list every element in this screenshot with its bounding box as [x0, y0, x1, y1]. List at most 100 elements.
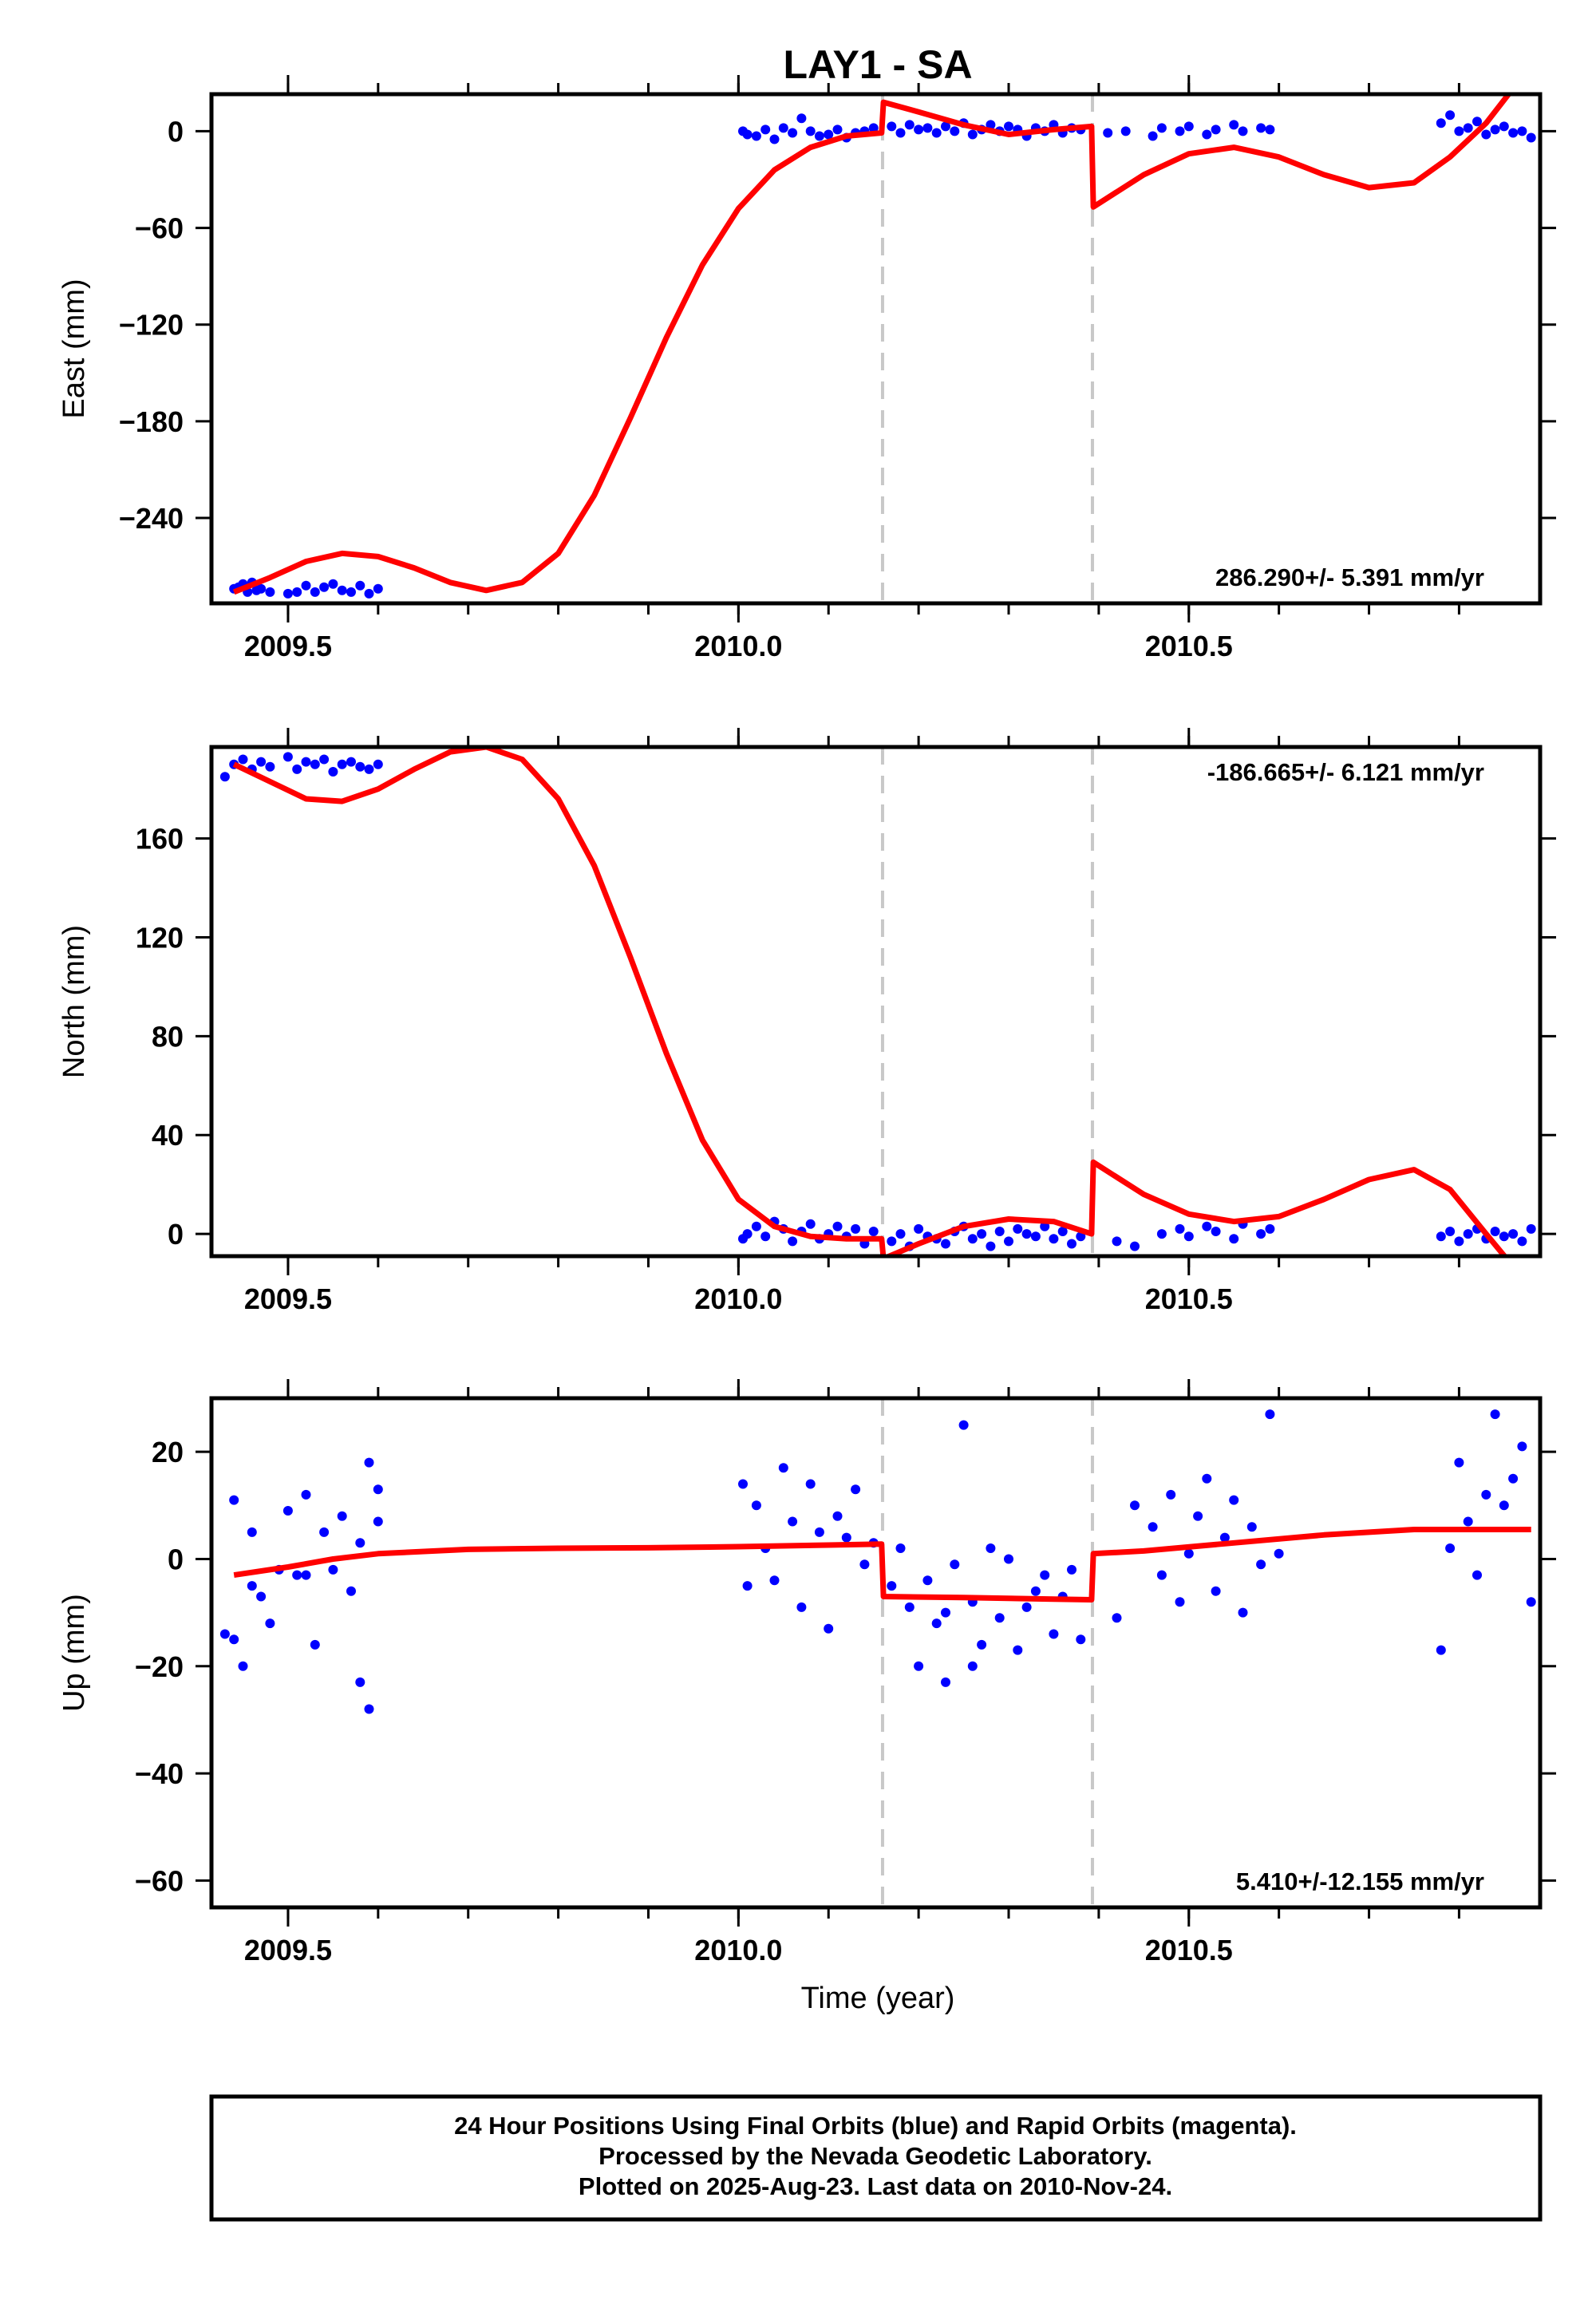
x-tick-label: 2009.5: [244, 1934, 332, 1966]
data-point: [1067, 1239, 1077, 1249]
data-point: [219, 1629, 230, 1639]
data-point: [950, 1559, 960, 1570]
data-point: [895, 1543, 906, 1553]
data-point: [742, 129, 753, 140]
data-point: [1175, 126, 1185, 136]
data-point: [1256, 1229, 1266, 1239]
data-point: [265, 1618, 275, 1629]
data-point: [788, 1516, 798, 1527]
data-point: [238, 1661, 248, 1671]
x-tick-label: 2010.5: [1145, 1282, 1233, 1315]
data-point: [1526, 132, 1536, 143]
data-point: [1156, 1570, 1167, 1580]
data-point: [760, 124, 771, 135]
data-point: [1156, 123, 1167, 133]
data-point: [967, 129, 978, 140]
y-tick-label: 0: [168, 1218, 184, 1251]
data-point: [796, 1602, 807, 1612]
data-point: [751, 1221, 761, 1231]
data-point: [1202, 1473, 1212, 1484]
rate-annotation: 286.290+/- 5.391 mm/yr: [1215, 563, 1484, 591]
data-point: [310, 1639, 320, 1650]
data-point: [1490, 1409, 1500, 1420]
data-point: [1166, 1489, 1176, 1500]
data-point: [1030, 1231, 1041, 1242]
data-point: [238, 754, 248, 765]
data-point: [282, 1506, 293, 1516]
plot-frame: [209, 745, 1543, 1259]
data-point: [1517, 1441, 1527, 1452]
data-point: [1229, 1495, 1239, 1505]
data-point: [292, 1570, 302, 1580]
data-point: [1274, 1548, 1284, 1559]
data-point: [967, 1234, 978, 1244]
data-point: [1175, 1597, 1185, 1607]
y-tick-label: 80: [152, 1020, 184, 1053]
data-point: [1049, 1234, 1059, 1244]
data-point: [1021, 1602, 1032, 1612]
data-point: [986, 120, 996, 130]
data-point: [832, 124, 843, 135]
data-point: [1013, 1645, 1023, 1655]
y-axis-label: Up (mm): [57, 1594, 91, 1712]
data-point: [1463, 1516, 1473, 1527]
data-point: [914, 1223, 924, 1234]
data-point: [1076, 1634, 1086, 1645]
data-point: [824, 129, 834, 140]
data-point: [986, 1241, 996, 1251]
data-point: [301, 1489, 311, 1500]
rate-annotation: -186.665+/- 6.121 mm/yr: [1207, 758, 1484, 786]
x-tick-label: 2010.5: [1145, 1934, 1233, 1966]
data-point: [1112, 1613, 1122, 1623]
data-point: [1499, 1500, 1509, 1511]
footer-line-1: 24 Hour Positions Using Final Orbits (bl…: [454, 2112, 1297, 2140]
data-point: [941, 1607, 950, 1618]
x-tick-label: 2010.0: [694, 1282, 782, 1315]
data-point: [1526, 1223, 1536, 1234]
data-point: [994, 1613, 1005, 1623]
data-point: [1246, 1522, 1257, 1532]
y-tick-label: 0: [168, 1543, 184, 1575]
data-point: [1013, 1223, 1023, 1234]
data-point: [229, 1634, 239, 1645]
data-point: [1193, 1511, 1203, 1521]
data-point: [1030, 1586, 1041, 1596]
data-point: [859, 1559, 870, 1570]
data-point: [1265, 124, 1275, 135]
data-point: [922, 1575, 933, 1586]
y-tick-label: −20: [135, 1650, 184, 1683]
north-panel: 2009.5 2010.0 2010.5 0 40 80 120 160 North (mm) -…: [57, 728, 1556, 1315]
data-point: [1454, 1236, 1464, 1247]
data-point: [337, 585, 347, 595]
x-tick-label: 2010.0: [694, 1934, 782, 1966]
data-point: [832, 1221, 843, 1231]
data-point: [1112, 1236, 1122, 1247]
data-point: [914, 1661, 924, 1671]
y-tick-label: 120: [136, 921, 184, 954]
data-point: [355, 1677, 365, 1687]
data-point: [742, 1229, 753, 1239]
data-point: [1454, 126, 1464, 136]
data-point: [904, 1602, 915, 1612]
data-point: [1481, 1489, 1491, 1500]
data-point: [1067, 1564, 1077, 1575]
x-tick-label: 2009.5: [244, 1282, 332, 1315]
data-point: [310, 759, 320, 769]
data-point: [904, 120, 915, 130]
data-point: [1057, 1227, 1068, 1236]
data-point: [1265, 1409, 1275, 1420]
data-point: [337, 759, 347, 769]
data-point: [1265, 1223, 1275, 1234]
data-point: [301, 757, 311, 767]
y-tick-label: −180: [119, 405, 184, 438]
data-point: [1508, 1473, 1519, 1484]
y-axis-label: East (mm): [57, 279, 91, 418]
data-point: [1517, 126, 1527, 136]
data-point: [219, 772, 230, 782]
data-point: [931, 128, 942, 138]
data-point: [967, 1661, 978, 1671]
data-point: [887, 1236, 897, 1247]
data-point: [346, 757, 356, 767]
data-point: [301, 580, 311, 591]
data-point: [1436, 1645, 1446, 1655]
